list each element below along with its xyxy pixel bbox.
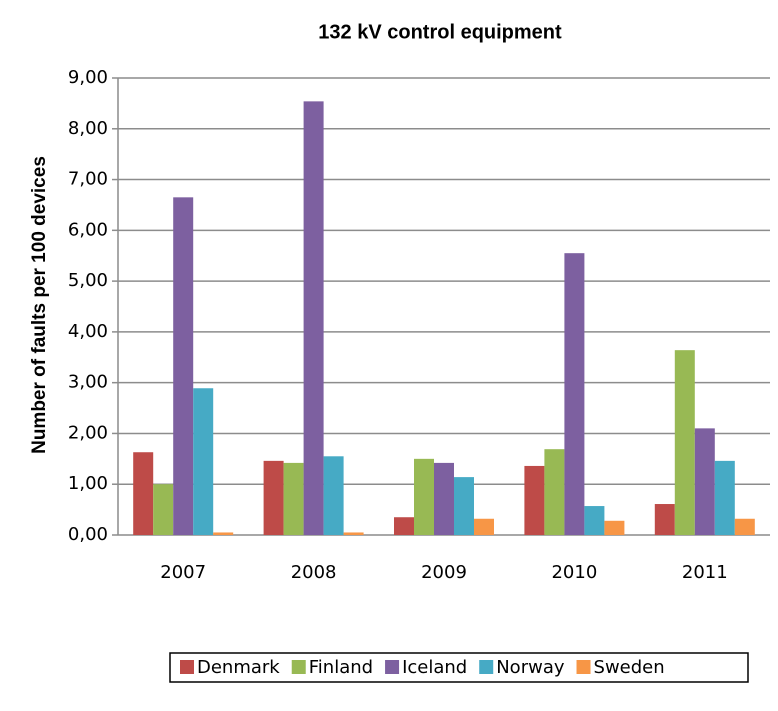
y-tick-label: 5,00 bbox=[68, 270, 108, 291]
bar bbox=[173, 197, 194, 536]
x-tick-label: 2007 bbox=[160, 562, 206, 583]
y-tick-label: 6,00 bbox=[68, 219, 108, 240]
legend-swatch bbox=[291, 660, 306, 674]
bar bbox=[734, 518, 755, 535]
bar bbox=[474, 518, 494, 535]
bar bbox=[544, 449, 565, 535]
legend-swatch bbox=[180, 660, 194, 674]
bar bbox=[343, 532, 364, 535]
bar bbox=[454, 477, 474, 535]
legend-swatch bbox=[479, 660, 494, 674]
legend-label: Norway bbox=[496, 657, 565, 678]
legend-label: Iceland bbox=[402, 657, 467, 678]
bar bbox=[153, 484, 174, 535]
bar bbox=[263, 460, 284, 535]
bar bbox=[604, 520, 625, 535]
y-tick-label: 4,00 bbox=[68, 321, 108, 342]
bar bbox=[654, 504, 675, 535]
bar bbox=[524, 465, 545, 535]
bar bbox=[674, 350, 695, 535]
chart-title: 132 kV control equipment bbox=[318, 21, 562, 43]
y-tick-label: 2,00 bbox=[68, 422, 108, 443]
y-tick-label: 3,00 bbox=[68, 372, 108, 393]
legend-box bbox=[169, 652, 749, 683]
bar bbox=[133, 452, 154, 535]
bar bbox=[414, 458, 434, 535]
bar bbox=[714, 460, 735, 535]
bar bbox=[193, 388, 214, 535]
bar bbox=[694, 428, 715, 535]
bar bbox=[323, 456, 344, 535]
bar bbox=[584, 506, 605, 535]
legend-swatch bbox=[576, 660, 591, 674]
bar bbox=[283, 462, 304, 535]
x-tick-label: 2011 bbox=[682, 562, 728, 583]
legend-label: Finland bbox=[309, 657, 373, 678]
x-tick-label: 2009 bbox=[421, 562, 467, 583]
bar bbox=[213, 532, 234, 535]
bar bbox=[303, 101, 324, 535]
y-tick-label: 0,00 bbox=[68, 524, 108, 545]
legend-label: Denmark bbox=[197, 657, 280, 678]
bar bbox=[394, 517, 414, 535]
x-tick-label: 2008 bbox=[291, 562, 337, 583]
y-tick-label: 7,00 bbox=[68, 169, 108, 190]
bar bbox=[564, 253, 585, 535]
y-axis-label: Number of faults per 100 devices bbox=[29, 156, 50, 454]
y-tick-label: 8,00 bbox=[68, 118, 108, 139]
legend-swatch bbox=[385, 660, 400, 674]
bar bbox=[434, 462, 454, 535]
y-tick-label: 1,00 bbox=[68, 473, 108, 494]
legend-label: Sweden bbox=[594, 657, 665, 678]
y-tick-label: 9,00 bbox=[68, 67, 108, 88]
x-tick-label: 2010 bbox=[551, 562, 597, 583]
